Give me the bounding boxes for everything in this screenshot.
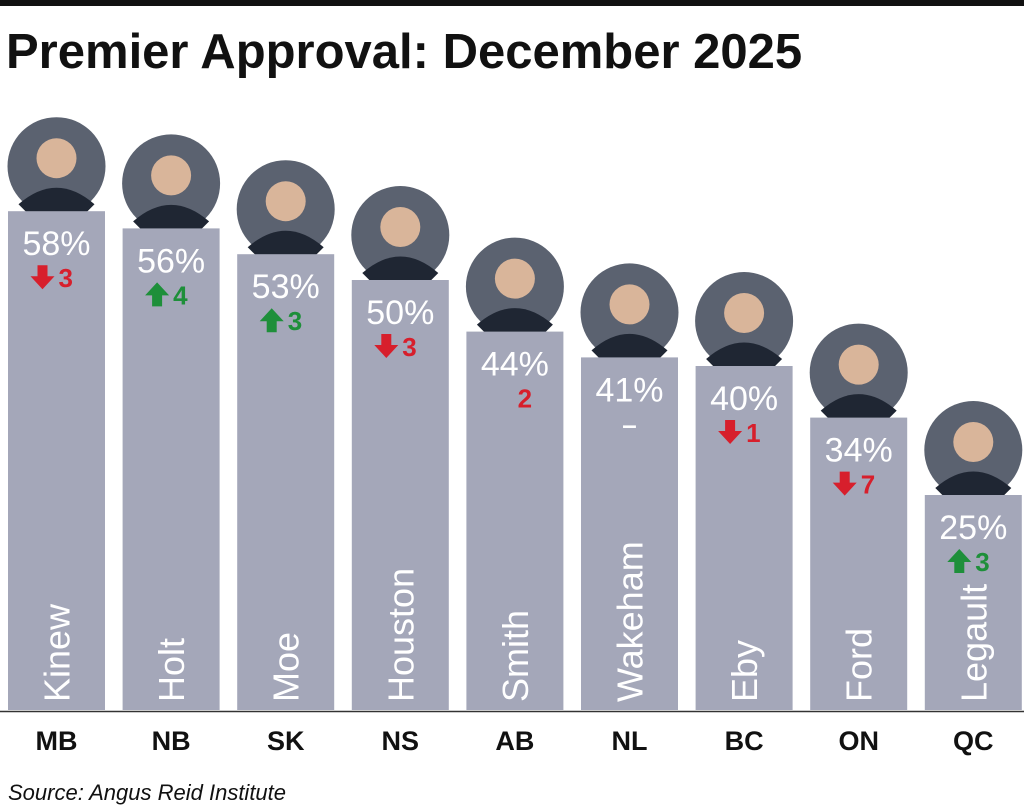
bar-group-nb: 56%4 Holt NB [122, 134, 221, 756]
photo-suit [133, 204, 210, 230]
value-label: 34% [825, 432, 893, 470]
photo-suit [18, 187, 95, 213]
change-label: 3 [975, 547, 989, 577]
premier-name: Legault [953, 584, 994, 702]
change-label: 3 [402, 332, 416, 362]
photo-face [494, 258, 535, 299]
bar-group-ns: 50%3 Houston NS [351, 186, 450, 756]
bar-group-ab: 44%2 Smith AB [465, 237, 564, 756]
photo-suit [820, 394, 897, 419]
category-label: BC [725, 726, 764, 756]
top-rule [0, 0, 1024, 6]
bar-group-bc: 40%1 Eby BC [695, 272, 794, 756]
bar-group-on: 34%7 Ford ON [809, 323, 908, 756]
change-label: 3 [59, 263, 73, 293]
photo-suit [935, 471, 1012, 496]
change-label: – [622, 409, 636, 439]
category-label: NL [612, 726, 648, 756]
category-label: ON [838, 726, 879, 756]
arrow-down-icon [30, 265, 55, 290]
photo-face [380, 207, 421, 247]
value-label: 41% [595, 371, 663, 409]
change-label: 7 [861, 470, 875, 500]
premier-name: Houston [380, 568, 421, 702]
bar [581, 357, 678, 710]
arrow-down-icon [374, 334, 399, 358]
value-label: 53% [252, 268, 320, 306]
bar-group-nl: 41%– Wakeham NL [580, 263, 679, 756]
bar-group-mb: 58%3 Kinew MB [7, 117, 106, 756]
photo-face [609, 284, 650, 325]
photo-face [265, 181, 306, 222]
category-label: MB [36, 726, 78, 756]
bar [351, 280, 449, 710]
photo-face [724, 293, 765, 333]
photo-face [36, 138, 77, 179]
value-label: 44% [481, 346, 549, 384]
category-label: SK [267, 726, 305, 756]
category-label: QC [953, 726, 994, 756]
value-label: 40% [710, 380, 778, 418]
bar [466, 331, 564, 710]
photo-suit [476, 308, 553, 333]
premier-name: Wakeham [610, 541, 651, 702]
photo-face [953, 422, 994, 462]
arrow-down-icon [718, 420, 743, 444]
arrow-up-icon [947, 549, 972, 573]
bar [237, 254, 335, 710]
arrow-down-icon [832, 471, 857, 496]
premier-name: Kinew [37, 603, 78, 702]
arrow-up-icon [259, 308, 284, 333]
bar [810, 417, 908, 710]
bar-group-sk: 53%3 Moe SK [236, 160, 335, 756]
category-label: AB [495, 726, 534, 756]
photo-suit [362, 256, 439, 281]
photo-suit [706, 342, 783, 367]
chart-title: Premier Approval: December 2025 [6, 25, 803, 79]
photo-face [838, 344, 879, 385]
bar [695, 366, 793, 710]
value-label: 56% [137, 242, 205, 280]
category-label: NS [382, 726, 420, 756]
value-label: 25% [939, 509, 1007, 547]
premier-name: Holt [151, 638, 192, 702]
source-note: Source: Angus Reid Institute [8, 780, 287, 805]
bar-group-qc: 25%3 Legault QC [924, 401, 1023, 756]
change-label: 2 [518, 384, 532, 414]
photo-face [151, 155, 192, 196]
value-label: 58% [22, 225, 90, 263]
change-label: 1 [746, 418, 760, 448]
photo-suit [591, 333, 668, 359]
arrow-up-icon [145, 282, 170, 307]
premier-name: Smith [495, 610, 536, 702]
bar [122, 228, 220, 710]
premier-name: Ford [839, 628, 880, 702]
bar [924, 495, 1022, 710]
bar [8, 211, 105, 710]
change-label: 3 [288, 306, 302, 336]
premier-name: Eby [724, 640, 765, 702]
change-label: 4 [173, 280, 188, 310]
category-label: NB [152, 726, 191, 756]
premier-name: Moe [266, 632, 307, 702]
photo-suit [247, 230, 324, 256]
value-label: 50% [366, 294, 434, 332]
